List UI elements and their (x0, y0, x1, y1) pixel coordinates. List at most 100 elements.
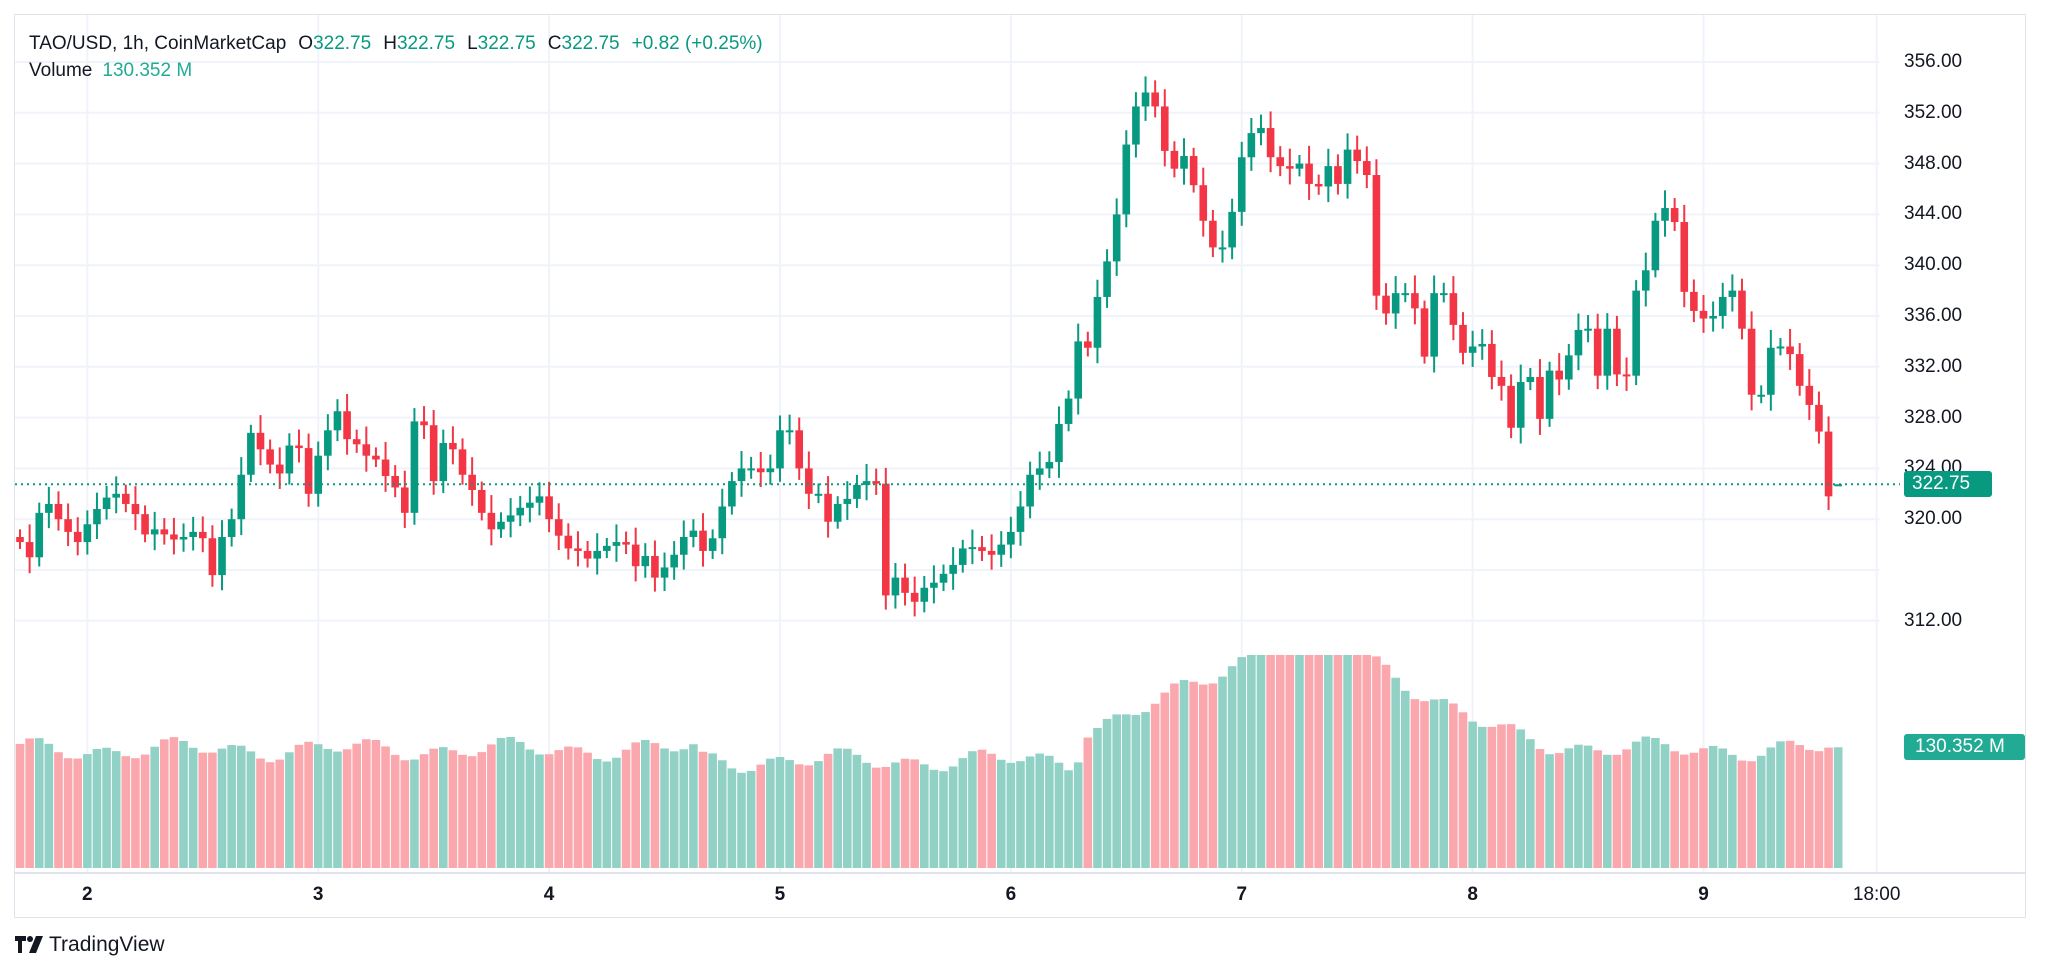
candle-body (1055, 423, 1063, 463)
candle-body (1045, 462, 1054, 469)
volume-bar (246, 751, 256, 868)
candle-body (1064, 398, 1073, 424)
volume-bar (313, 744, 323, 868)
volume-bar (544, 754, 554, 868)
volume-bar (1785, 740, 1795, 868)
volume-bar (1718, 748, 1728, 868)
volume-bar (756, 764, 766, 868)
volume-bar (737, 772, 746, 868)
volume-bar (1805, 749, 1814, 868)
candle-body (718, 506, 727, 539)
volume-bar (429, 748, 438, 868)
volume-bar (1477, 726, 1487, 868)
volume-bar (862, 762, 871, 868)
candle-body (756, 468, 765, 473)
candle-body (266, 449, 274, 465)
last-price-badge: 322.75 (1904, 471, 1992, 498)
candle-body (227, 519, 236, 537)
candle-body (1411, 293, 1419, 309)
volume-bar (515, 741, 525, 868)
volume-bar (34, 738, 44, 868)
volume-bar (150, 746, 159, 868)
candle-body (805, 468, 813, 494)
candle-body (1420, 308, 1429, 357)
volume-bar (804, 765, 814, 868)
volume-bar (410, 759, 419, 868)
candle-body (391, 476, 399, 488)
volume-bar (1314, 655, 1323, 868)
volume-bar (265, 762, 275, 868)
candle-body (477, 489, 486, 513)
candle-body (747, 468, 755, 471)
candle-body (1690, 291, 1698, 311)
tradingview-logo-icon (15, 936, 43, 953)
candle-body (958, 548, 967, 565)
candle-body (1170, 150, 1179, 169)
price-tick-label: 312.00 (1904, 609, 1963, 631)
candle-body (179, 536, 188, 540)
candle-body (1035, 468, 1044, 475)
candle-body (1565, 355, 1573, 380)
volume-bar (1612, 754, 1622, 868)
candle-body (1449, 293, 1458, 325)
candle-body (785, 430, 794, 433)
candle-body (853, 484, 861, 499)
candle-body (372, 455, 380, 460)
candle-body (872, 481, 880, 484)
volume-bar (564, 746, 573, 868)
volume-bar (15, 743, 25, 868)
candle-body (660, 567, 669, 578)
time-tick-label: 8 (1467, 884, 1478, 905)
volume-bar (717, 760, 727, 868)
volume-bar (1429, 699, 1439, 868)
volume-bar (188, 747, 198, 868)
volume-bar (1343, 655, 1352, 868)
candle-body (1661, 208, 1669, 221)
volume-bar (1285, 655, 1295, 868)
close-label: C (547, 33, 562, 54)
price-tick-label: 328.00 (1904, 406, 1963, 428)
volume-bar (1756, 755, 1766, 868)
candle-body (1334, 166, 1342, 184)
candle-body (497, 521, 505, 530)
volume-bar (1747, 761, 1756, 868)
candle-body (1343, 149, 1352, 184)
chart-frame (14, 14, 2026, 918)
candle-body (593, 550, 601, 559)
candle-body (1622, 374, 1631, 377)
volume-bar (496, 737, 506, 868)
volume-bar (1400, 690, 1410, 868)
volume-bar (487, 744, 496, 868)
candle-body (1757, 394, 1766, 397)
last-volume-badge: 130.352 M (1904, 734, 2025, 761)
volume-bar (1593, 750, 1602, 868)
volume-bar (871, 767, 881, 868)
volume-bar (1122, 714, 1131, 868)
volume-bar (929, 769, 939, 868)
candle-body (1459, 324, 1467, 353)
volume-bar (631, 742, 640, 868)
candle-body (93, 509, 101, 525)
time-tick-label: 2 (82, 884, 93, 905)
candle-body (16, 536, 24, 543)
volume-bar (1439, 699, 1449, 868)
candle-body (237, 474, 246, 520)
volume-bar (467, 756, 477, 868)
change-value: +0.82 (+0.25%) (631, 33, 763, 54)
symbol-title[interactable]: TAO/USD, 1h, CoinMarketCap (29, 33, 287, 54)
volume-bar (1641, 736, 1651, 868)
candle-body (1526, 376, 1535, 383)
volume-bar (1449, 703, 1458, 868)
volume-bar (891, 762, 900, 868)
price-tick-label: 352.00 (1904, 101, 1963, 123)
volume-bar (1208, 683, 1218, 868)
volume-bar (438, 747, 448, 868)
volume-bar (323, 749, 333, 868)
volume-bar (1651, 737, 1660, 868)
volume-bar (448, 750, 458, 868)
volume-bar (573, 747, 583, 868)
tradingview-brand[interactable]: TradingView (15, 933, 165, 957)
candle-body (45, 503, 53, 513)
volume-label[interactable]: Volume (29, 60, 93, 81)
